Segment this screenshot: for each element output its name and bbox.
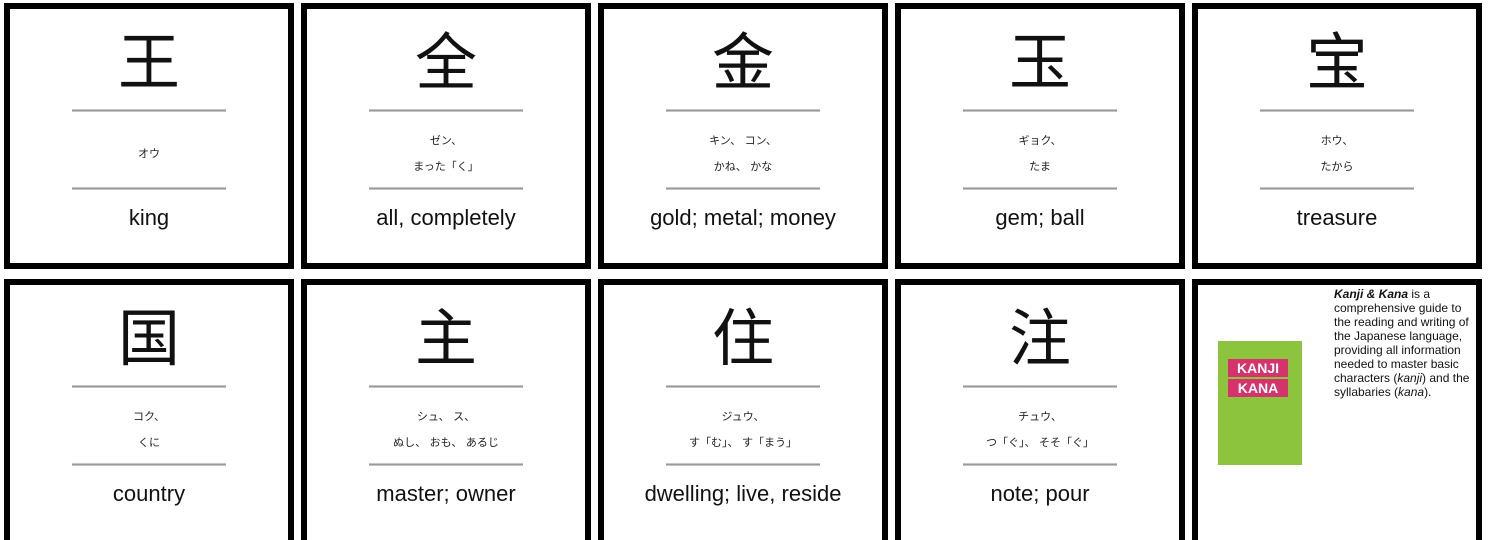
flashcard: 全ゼン、まった「く」 all, completely bbox=[301, 3, 591, 269]
kanji: 全 bbox=[414, 26, 477, 99]
divider bbox=[72, 385, 226, 388]
meaning: treasure bbox=[1296, 205, 1378, 230]
readings: キン、 コン、 かね、 かな bbox=[604, 115, 882, 191]
reading: くに bbox=[138, 436, 160, 449]
meaning: master; owner bbox=[376, 481, 516, 506]
kanji: 注 bbox=[1008, 302, 1071, 375]
book-cover: KANJI KANA bbox=[1218, 341, 1302, 465]
divider bbox=[369, 109, 523, 112]
kanji: 王 bbox=[117, 26, 180, 99]
cover-title: KANA bbox=[1228, 379, 1288, 397]
reading: す「む」、 す「まう」 bbox=[689, 436, 797, 449]
reading: まった「く」 bbox=[413, 160, 479, 173]
kanji: 住 bbox=[711, 302, 774, 375]
reading: つ「ぐ」、 そそ「ぐ」 bbox=[986, 436, 1094, 449]
text-run: Kanji & Kana bbox=[1334, 287, 1409, 301]
divider bbox=[1260, 109, 1414, 112]
kanji: 玉 bbox=[1008, 26, 1071, 99]
meaning: country bbox=[112, 481, 186, 506]
reading: ぬし、 おも、 あるじ bbox=[393, 436, 499, 449]
reading: ゼン、 bbox=[429, 134, 463, 147]
readings: チュウ、つ「ぐ」、 そそ「ぐ」 bbox=[901, 391, 1179, 467]
divider bbox=[666, 109, 820, 112]
promo-card: KANJI KANA Kanji & Kana is a comprehensive… bbox=[1192, 279, 1482, 540]
divider bbox=[963, 187, 1117, 190]
reading: ギョク、 bbox=[1018, 134, 1062, 147]
text-run: ) and the syllabaries ( bbox=[1334, 371, 1470, 399]
readings: コク、 くに bbox=[10, 391, 288, 467]
text-run: kanji bbox=[1397, 371, 1423, 385]
readings: ホウ、 たから bbox=[1198, 115, 1476, 191]
meaning: gem; ball bbox=[995, 205, 1085, 230]
reading: コク、 bbox=[132, 410, 165, 423]
divider bbox=[1260, 187, 1414, 190]
readings: ギョク、 たま bbox=[901, 115, 1179, 191]
divider bbox=[666, 463, 820, 466]
reading: キン、 コン、 bbox=[709, 134, 777, 147]
divider bbox=[72, 109, 226, 112]
kanji: 主 bbox=[414, 302, 477, 375]
reading: たま bbox=[1029, 160, 1051, 173]
divider bbox=[666, 187, 820, 190]
cover-title: KANJI bbox=[1228, 359, 1288, 377]
kanji: 国 bbox=[117, 302, 180, 375]
divider bbox=[369, 463, 523, 466]
flashcard: 宝ホウ、たから treasure bbox=[1192, 3, 1482, 269]
kanji: 金 bbox=[711, 26, 774, 99]
readings: ジュウ、す「む」、 す「まう」 bbox=[604, 391, 882, 467]
divider bbox=[963, 109, 1117, 112]
text-run: ). bbox=[1424, 385, 1432, 399]
flashcard: 国コク、くに country bbox=[4, 279, 294, 540]
divider bbox=[72, 463, 226, 466]
flashcard: 王オウ king bbox=[4, 3, 294, 269]
divider bbox=[369, 385, 523, 388]
divider bbox=[963, 385, 1117, 388]
meaning: gold; metal; money bbox=[650, 205, 836, 230]
reading: ホウ、 bbox=[1320, 134, 1354, 147]
divider bbox=[369, 187, 523, 190]
reading: シュ、 ス、 bbox=[416, 410, 476, 423]
promo-description: Kanji & Kana is a comprehensive guide to… bbox=[1334, 287, 1474, 399]
divider bbox=[72, 187, 226, 190]
kanji: 宝 bbox=[1305, 26, 1368, 99]
meaning: all, completely bbox=[376, 205, 516, 230]
text-run: kana bbox=[1398, 385, 1425, 399]
readings: シュ、 ス、ぬし、 おも、 あるじ bbox=[307, 391, 585, 467]
meaning: note; pour bbox=[990, 481, 1090, 506]
flashcard: 主シュ、 ス、ぬし、 おも、 あるじ master; owner bbox=[301, 279, 591, 540]
text-run: is a comprehensive guide to the reading … bbox=[1334, 287, 1469, 385]
flashcard: 金キン、 コン、 かね、 かな gold; metal; money bbox=[598, 3, 888, 269]
meaning: king bbox=[128, 205, 170, 230]
flashcard: 注チュウ、つ「ぐ」、 そそ「ぐ」 note; pour bbox=[895, 279, 1185, 540]
reading: オウ bbox=[138, 147, 160, 160]
readings: オウ bbox=[10, 115, 288, 191]
reading: たから bbox=[1320, 160, 1354, 173]
divider bbox=[666, 385, 820, 388]
meaning: dwelling; live, reside bbox=[644, 481, 842, 506]
flashcard: 玉ギョク、たま gem; ball bbox=[895, 3, 1185, 269]
flashcard: 住ジュウ、す「む」、 す「まう」 dwelling; live, reside bbox=[598, 279, 888, 540]
reading: ジュウ、 bbox=[721, 410, 765, 423]
reading: かね、 かな bbox=[713, 160, 773, 173]
readings: ゼン、 まった「く」 bbox=[307, 115, 585, 191]
divider bbox=[963, 463, 1117, 466]
reading: チュウ、 bbox=[1018, 410, 1062, 423]
